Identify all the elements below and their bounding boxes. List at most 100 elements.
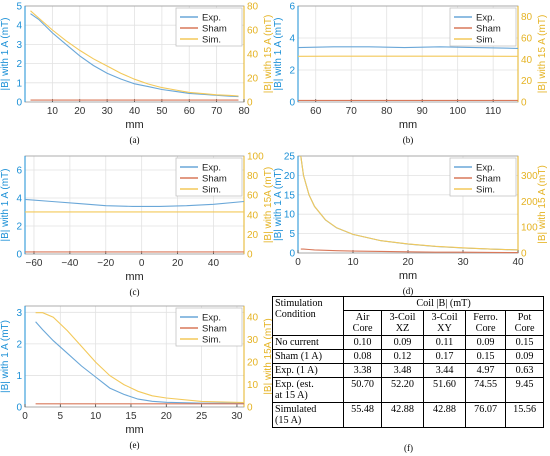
table-cell: 4.97 xyxy=(465,363,507,378)
x-tick-label: 5 xyxy=(58,411,64,422)
table-cell: 50.70 xyxy=(343,377,382,403)
x-tick-label: 110 xyxy=(485,106,501,117)
col-header-3coil-xy: 3-Coil XY xyxy=(422,310,467,336)
table-cell: 0.09 xyxy=(380,335,425,350)
table-cell: 9.45 xyxy=(505,377,544,403)
x-tick-label: 25 xyxy=(196,411,208,422)
x-tick-label: 0 xyxy=(139,258,145,269)
y-tick-label-left: 3 xyxy=(16,308,22,319)
y-tick-label-right: 300 xyxy=(521,171,538,182)
panel-caption: (b) xyxy=(403,135,414,145)
legend-label: Sham xyxy=(202,174,227,185)
x-tick-label: −20 xyxy=(97,258,114,269)
y-tick-label-left: 0 xyxy=(16,98,22,109)
y-tick-label-left: 2 xyxy=(16,339,22,350)
row-label: Exp. (1 A) xyxy=(271,363,345,378)
x-tick-label: 40 xyxy=(208,258,220,269)
y-tick-label-left: 2 xyxy=(289,66,295,77)
y-tick-label-left: 0 xyxy=(16,250,22,261)
y-tick-label-right: 60 xyxy=(247,26,259,37)
series-line-exp xyxy=(30,13,239,98)
table-cell: 0.08 xyxy=(343,349,382,364)
y-axis-label-right: |B| with 15 A (mT) xyxy=(537,15,548,94)
y-tick-label-left: 4 xyxy=(16,194,22,205)
y-axis-label-left: |B| with 1 A (mT) xyxy=(0,320,11,393)
x-tick-label: 10 xyxy=(347,257,359,268)
legend-label: Sham xyxy=(476,24,501,35)
x-axis-label: mm xyxy=(125,271,143,283)
table-cell: 0.09 xyxy=(505,349,544,364)
table-cell: 0.15 xyxy=(505,335,544,350)
legend-label: Sim. xyxy=(476,185,495,196)
legend-label: Exp. xyxy=(202,313,221,324)
series-line-exp xyxy=(35,321,244,404)
x-tick-label: 100 xyxy=(449,106,466,117)
x-tick-label: 60 xyxy=(310,106,322,117)
col-header-3coil-xz: 3-Coil XZ xyxy=(380,310,425,336)
y-tick-label-right: 60 xyxy=(521,34,533,45)
y-tick-label-left: 1 xyxy=(16,371,22,382)
panel-caption: (a) xyxy=(130,135,140,145)
series-line-sham xyxy=(300,248,519,254)
y-tick-label-right: 40 xyxy=(247,210,259,221)
legend-label: Sim. xyxy=(202,35,221,46)
table-cell: 0.17 xyxy=(422,349,467,364)
y-axis-label-right: |B| with 15 A (mT) xyxy=(263,15,274,94)
y-tick-label-left: 0 xyxy=(16,403,22,414)
table-cell: 42.88 xyxy=(422,402,467,428)
table-row: Exp. (est. at 15 A) 50.70 52.20 51.60 74.… xyxy=(271,377,544,403)
row-header-line2: Condition xyxy=(275,309,316,320)
table-cell: 3.44 xyxy=(422,363,467,378)
table-cell: 42.88 xyxy=(380,402,425,428)
y-tick-label-left: 2 xyxy=(16,59,22,70)
table-cell: 3.48 xyxy=(380,363,425,378)
y-tick-label-left: 6 xyxy=(289,2,295,13)
y-tick-label-left: 15 xyxy=(284,190,296,201)
table-cell: 0.12 xyxy=(380,349,425,364)
series-line-sim xyxy=(35,312,245,404)
y-tick-label-right: 100 xyxy=(521,223,538,234)
x-tick-label: 30 xyxy=(231,411,243,422)
series-line-exp xyxy=(24,198,245,207)
y-tick-label-left: 10 xyxy=(284,210,296,221)
y-tick-label-right: 40 xyxy=(247,50,259,61)
table-cell: 0.10 xyxy=(343,335,382,350)
table-row: Simulated (15 A) 55.48 42.88 42.88 76.07 … xyxy=(271,402,544,428)
table-cell: 0.11 xyxy=(422,335,467,350)
table-row: No current 0.10 0.09 0.11 0.09 0.15 xyxy=(271,335,544,350)
y-tick-label-right: 40 xyxy=(247,313,259,324)
y-tick-label-right: 20 xyxy=(247,358,259,369)
x-axis-label: mm xyxy=(399,119,417,131)
table-row: Stimulation Condition Coil |B| (mT) xyxy=(271,296,544,336)
x-tick-label: 10 xyxy=(90,411,102,422)
row-label: Simulated (15 A) xyxy=(271,402,345,428)
x-tick-label: 70 xyxy=(211,106,223,117)
y-tick-label-right: 80 xyxy=(247,2,259,13)
x-tick-label: 30 xyxy=(457,257,469,268)
x-tick-label: 50 xyxy=(156,106,168,117)
y-tick-label-left: 20 xyxy=(284,171,296,182)
y-tick-label-right: 0 xyxy=(247,403,253,414)
y-tick-label-right: 80 xyxy=(247,171,259,182)
caption-f: (f) xyxy=(404,443,413,453)
y-tick-label-left: 4 xyxy=(16,21,22,32)
table-cell: 0.15 xyxy=(465,349,507,364)
x-tick-label: 20 xyxy=(402,257,414,268)
table-cell: 51.60 xyxy=(422,377,467,403)
coil-table: Stimulation Condition Coil |B| (mT) Air C… xyxy=(271,296,544,428)
series-line-sim xyxy=(30,10,239,97)
x-tick-label: 0 xyxy=(295,257,301,268)
table-row: Sham (1 A) 0.08 0.12 0.17 0.15 0.09 xyxy=(271,349,544,364)
table-cell: 0.63 xyxy=(505,363,544,378)
x-tick-label: 80 xyxy=(238,106,250,117)
y-tick-label-right: 0 xyxy=(521,98,527,109)
table-cell: 52.20 xyxy=(380,377,425,403)
legend-label: Sham xyxy=(202,324,227,335)
x-axis-label: mm xyxy=(125,119,143,131)
col-header-ferro-core: Ferro. Core xyxy=(465,310,507,336)
